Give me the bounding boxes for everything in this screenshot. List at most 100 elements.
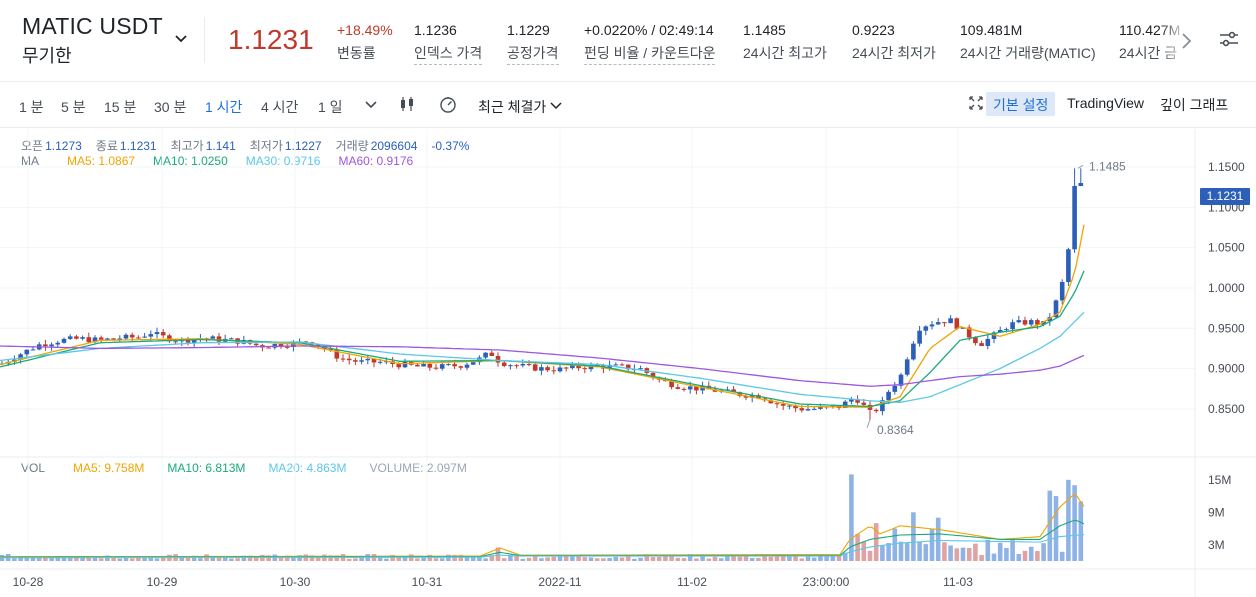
volume-bar bbox=[985, 539, 991, 561]
header-divider bbox=[204, 17, 205, 63]
candle-body bbox=[384, 361, 389, 363]
volume-bar bbox=[384, 558, 389, 561]
volume-bar bbox=[774, 554, 780, 561]
view-depth-button[interactable]: 깊이 그래프 bbox=[1160, 97, 1229, 113]
candle-body bbox=[1047, 317, 1053, 322]
more-timeframes-chevron-icon[interactable] bbox=[362, 95, 380, 113]
chevron-down-icon[interactable] bbox=[549, 97, 563, 113]
volume-bar bbox=[632, 558, 637, 561]
candle-body bbox=[1059, 282, 1065, 301]
volume-bar bbox=[873, 523, 879, 561]
candle-body bbox=[489, 352, 495, 356]
volume-bar bbox=[415, 558, 420, 561]
candle-body bbox=[625, 364, 631, 370]
legend-ma-entry: VOLUME: 2.097M bbox=[369, 461, 467, 475]
candle-body bbox=[675, 387, 681, 389]
candle-body bbox=[74, 336, 79, 339]
legend-title: MA bbox=[21, 154, 39, 168]
fullscreen-icon[interactable] bbox=[968, 95, 984, 111]
candle-body bbox=[402, 361, 408, 368]
candle-body bbox=[229, 338, 234, 340]
stat-label[interactable]: 공정가격 bbox=[507, 38, 559, 65]
timeframe-5m[interactable]: 5 분 bbox=[61, 99, 86, 115]
volume-bar bbox=[61, 558, 67, 561]
candle-body bbox=[849, 399, 854, 402]
volume-bar bbox=[278, 557, 284, 561]
volume-bar bbox=[284, 555, 290, 561]
candle-body bbox=[793, 405, 798, 409]
candle-body bbox=[185, 338, 191, 343]
stat-label[interactable]: 펀딩 비율 / 카운트다운 bbox=[584, 38, 716, 65]
candle-body bbox=[18, 354, 23, 360]
volume-bar bbox=[222, 556, 228, 561]
candle-body bbox=[545, 367, 550, 371]
legend-ma-entry: MA20: 4.863M bbox=[268, 461, 347, 475]
volume-bar bbox=[458, 554, 464, 561]
volume-bar bbox=[991, 553, 997, 561]
volume-bar bbox=[315, 556, 321, 561]
candle-body bbox=[873, 409, 879, 412]
volume-bar bbox=[588, 557, 594, 561]
stat-label: 변동률 bbox=[337, 38, 393, 63]
candle-body bbox=[669, 381, 674, 388]
volume-bar bbox=[396, 557, 402, 561]
candle-body bbox=[284, 346, 290, 348]
settings-sliders-icon[interactable] bbox=[1217, 27, 1241, 51]
candle-body bbox=[880, 400, 885, 412]
view-tradingview-button[interactable]: TradingView bbox=[1067, 95, 1145, 111]
legend-ma-entry: MA60: 0.9176 bbox=[338, 154, 414, 168]
volume-bar bbox=[346, 558, 352, 561]
indicator-gauge-icon[interactable] bbox=[439, 95, 457, 113]
candle-body bbox=[1016, 320, 1022, 323]
candle-body bbox=[266, 347, 271, 349]
candle-body bbox=[253, 343, 259, 346]
candle-body bbox=[619, 364, 625, 366]
candle-body bbox=[768, 400, 774, 404]
stat-label-text: 24시간 최저가 bbox=[852, 45, 936, 61]
symbol-name[interactable]: MATIC USDT bbox=[22, 13, 163, 39]
volume-bar bbox=[427, 554, 433, 561]
volume-bar bbox=[700, 554, 705, 561]
volume-bar bbox=[49, 557, 54, 561]
candlestick-type-icon[interactable] bbox=[398, 95, 416, 113]
timeframe-4h[interactable]: 4 시간 bbox=[261, 99, 299, 115]
candle-body bbox=[191, 339, 197, 343]
volume-legend: VOL MA5: 9.758M MA10: 6.813M MA20: 4.863M VO… bbox=[21, 461, 490, 475]
price-chart[interactable]: 1.15001.10001.05001.00000.95000.90000.85… bbox=[0, 129, 1256, 597]
candle-body bbox=[427, 363, 433, 368]
chevron-right-icon[interactable] bbox=[1176, 30, 1196, 52]
candle-body bbox=[24, 349, 30, 355]
legend-ma-entry: MA5: 9.758M bbox=[73, 461, 145, 475]
volume-bar bbox=[191, 555, 197, 561]
volume-bar bbox=[613, 556, 619, 561]
candle-body bbox=[433, 367, 439, 369]
latest-trade-select[interactable]: 최근 체결가 bbox=[478, 99, 547, 115]
volume-bar bbox=[725, 556, 730, 561]
legend-ma-entry: MA10: 1.0250 bbox=[153, 154, 228, 168]
volume-bar bbox=[830, 554, 836, 561]
candle-body bbox=[396, 363, 402, 368]
stat-value: +0.0220% / 02:49:14 bbox=[584, 22, 714, 38]
stat-label: 24시간 최저가 bbox=[852, 38, 936, 63]
candle-body bbox=[892, 385, 898, 392]
timeframe-1m[interactable]: 1 분 bbox=[19, 99, 44, 115]
timeframe-1h[interactable]: 1 시간 bbox=[205, 99, 243, 115]
timeframe-30m[interactable]: 30 분 bbox=[154, 99, 187, 115]
chevron-down-icon[interactable] bbox=[172, 30, 190, 48]
time-tick-label: 2022-11 bbox=[538, 575, 581, 589]
candle-body bbox=[514, 365, 519, 367]
timeframe-15m[interactable]: 15 분 bbox=[104, 99, 137, 115]
view-basic-button[interactable]: 기본 설정 bbox=[986, 92, 1056, 116]
timeframe-1d[interactable]: 1 일 bbox=[318, 99, 343, 115]
volume-bar bbox=[935, 517, 941, 561]
candle-body bbox=[55, 342, 61, 345]
volume-bar bbox=[743, 554, 749, 561]
stat-label[interactable]: 인덱스 가격 bbox=[414, 38, 483, 65]
volume-bar bbox=[247, 555, 253, 561]
candle-body bbox=[111, 338, 116, 340]
volume-bar bbox=[966, 547, 972, 561]
candle-body bbox=[520, 363, 526, 366]
candle-body bbox=[861, 402, 867, 405]
candle-body bbox=[532, 364, 538, 371]
symbol-block[interactable]: MATIC USDT 무기한 bbox=[22, 13, 163, 68]
